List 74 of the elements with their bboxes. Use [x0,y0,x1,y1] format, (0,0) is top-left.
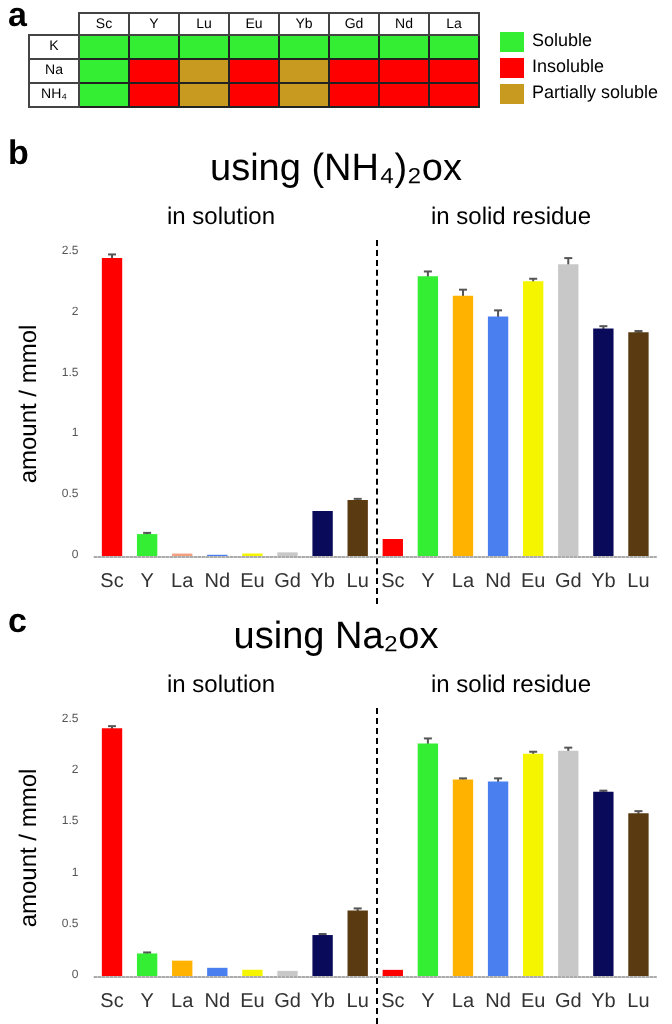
text: in solution [166,202,276,230]
bar [558,264,579,556]
bar [382,538,403,556]
bar [172,960,193,976]
x-tick-label: Sc [381,991,405,1013]
x-tick-label: Nd [204,991,231,1013]
y-axis-title: amount / mmol [14,768,42,928]
x-tick-label: Gd [554,991,582,1013]
chart-title: using Na₂ox [233,616,440,658]
x-tick-label: Eu [240,571,265,593]
x-tick-label: Nd [204,571,231,593]
x-tick-label: Lu [627,571,650,593]
x-tick-label: Y [421,571,436,593]
x-tick-label: Nd [485,991,511,1013]
bar [522,753,544,976]
x-tick-label: Yb [591,991,617,1013]
x-tick-label: Eu [520,571,546,593]
x-tick-label: La [171,991,195,1013]
x-tick-label: Sc [100,991,124,1013]
y-axis-title: amount / mmol [14,324,42,484]
bar [101,258,123,556]
bar [522,281,544,556]
x-tick-label: La [451,991,475,1013]
text: b [8,134,29,172]
bar [628,332,649,556]
bar [207,967,228,976]
x-tick-label: Sc [100,571,124,593]
x-tick-label: La [451,571,475,593]
bar [593,791,614,976]
bar [382,969,403,976]
bar [312,935,333,976]
bar [417,743,439,976]
bar [136,534,158,556]
text: Insoluble [532,54,605,80]
x-tick-label: Gd [274,571,301,593]
x-tick-label: Yb [310,991,336,1013]
bar [628,813,649,976]
bar [242,969,263,976]
text: in solution [166,670,276,698]
x-tick-label: Gd [274,991,301,1013]
bar [558,750,579,976]
chart-title: using (NH₄)₂ox [210,148,463,190]
bar [452,295,474,556]
x-tick-label: Y [140,571,155,593]
text: in solid residue [430,202,592,230]
bar [347,500,368,556]
bar [347,910,368,976]
text: Partially soluble [532,80,659,106]
x-tick-label: Nd [485,571,511,593]
x-tick-label: Sc [381,571,405,593]
x-tick-label: Lu [346,991,369,1013]
x-tick-label: La [171,571,195,593]
x-tick-label: Yb [591,571,617,593]
text: c [8,602,27,640]
x-tick-label: Yb [310,571,336,593]
text: in solid residue [430,670,592,698]
x-tick-label: Y [140,991,155,1013]
x-tick-label: Gd [554,571,582,593]
bar [487,781,509,976]
bar [312,511,333,556]
bar [452,779,474,976]
x-tick-label: Eu [240,991,265,1013]
text: Soluble [532,28,593,54]
bar [277,970,298,976]
bar [136,953,158,976]
x-tick-label: Lu [627,991,650,1013]
x-tick-label: Eu [520,991,546,1013]
x-tick-label: Lu [346,571,369,593]
bar [593,328,614,556]
bar [417,276,439,556]
bar [101,728,123,976]
bar [487,316,509,556]
x-tick-label: Y [421,991,436,1013]
text: a [8,0,27,36]
